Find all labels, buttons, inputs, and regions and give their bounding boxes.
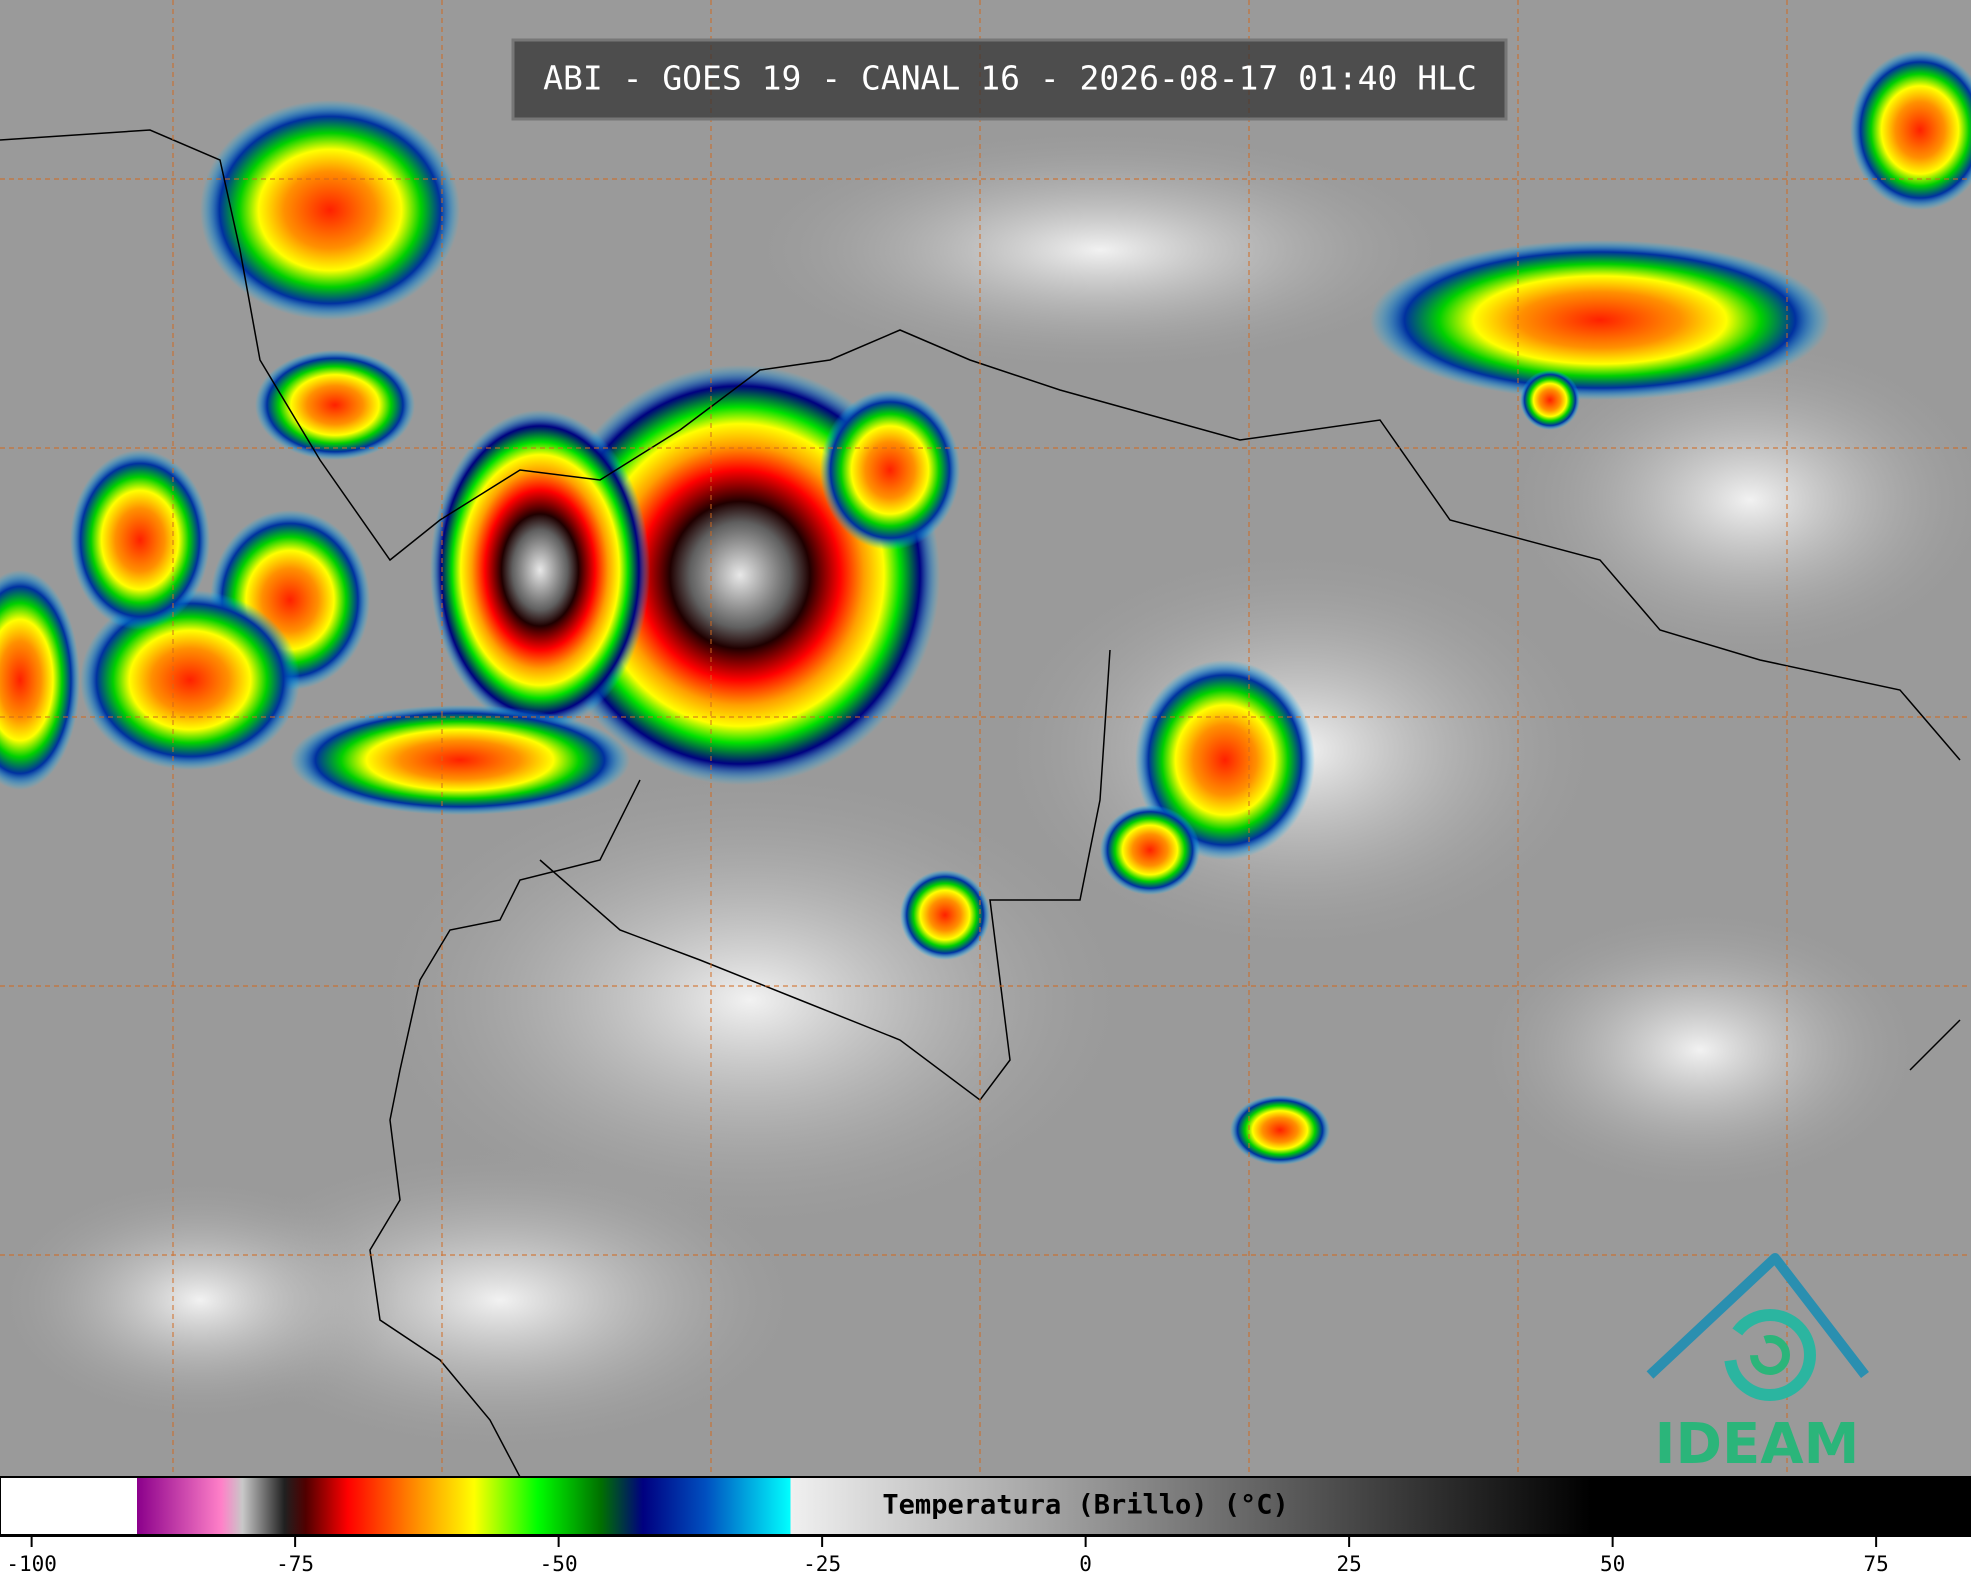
- colorbar-bar: [0, 1476, 1971, 1536]
- clouds: [0, 130, 1971, 1450]
- colorbar: Temperatura (Brillo) (°C) -100 -75 -50 -25 0 2…: [0, 1476, 1971, 1576]
- colorbar-label: Temperatura (Brillo) (°C): [882, 1490, 1288, 1521]
- storms: [0, 50, 1971, 1165]
- tick-label: 75: [1863, 1552, 1888, 1576]
- logo: IDEAM: [1646, 1253, 1869, 1477]
- tick-label: 25: [1336, 1552, 1361, 1576]
- tick-label: 50: [1600, 1552, 1625, 1576]
- tick-label: -50: [540, 1552, 578, 1576]
- logo-text: IDEAM: [1655, 1412, 1860, 1477]
- coastlines: [0, 129, 1961, 1478]
- tick-label: 0: [1079, 1552, 1092, 1576]
- tick-label: -100: [6, 1552, 57, 1576]
- tick-label: -25: [803, 1552, 841, 1576]
- grid: [0, 0, 1971, 1477]
- title-box: [511, 38, 1508, 121]
- title: ABI - GOES 19 - CANAL 16 - 2026-08-17 01…: [543, 59, 1477, 98]
- tick-label: -75: [276, 1552, 314, 1576]
